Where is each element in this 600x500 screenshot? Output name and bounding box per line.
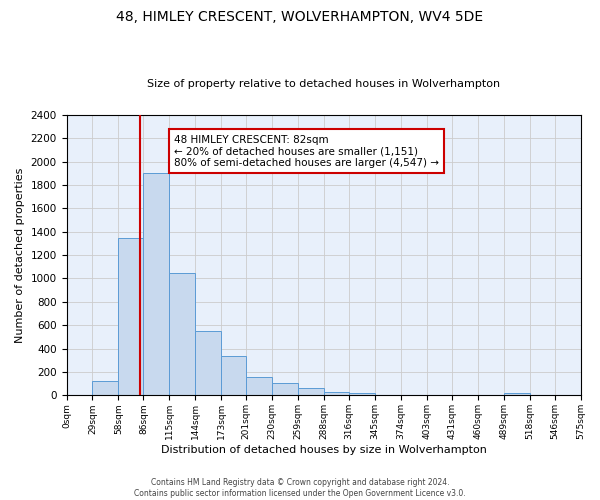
Bar (221, 356, 246, 396)
Bar (272, 382, 298, 396)
Text: 48, HIMLEY CRESCENT, WOLVERHAMPTON, WV4 5DE: 48, HIMLEY CRESCENT, WOLVERHAMPTON, WV4 … (116, 10, 484, 24)
Bar (298, 388, 324, 396)
Bar (349, 393, 375, 396)
Title: Size of property relative to detached houses in Wolverhampton: Size of property relative to detached ho… (147, 79, 500, 89)
Bar (118, 238, 143, 396)
Bar (503, 392, 530, 396)
Text: 48 HIMLEY CRESCENT: 82sqm
← 20% of detached houses are smaller (1,151)
80% of se: 48 HIMLEY CRESCENT: 82sqm ← 20% of detac… (174, 134, 439, 168)
Bar (195, 331, 221, 396)
Bar (246, 376, 272, 396)
Bar (92, 381, 118, 396)
X-axis label: Distribution of detached houses by size in Wolverhampton: Distribution of detached houses by size … (161, 445, 487, 455)
Bar (169, 272, 195, 396)
Y-axis label: Number of detached properties: Number of detached properties (15, 168, 25, 343)
Text: Contains HM Land Registry data © Crown copyright and database right 2024.
Contai: Contains HM Land Registry data © Crown c… (134, 478, 466, 498)
Bar (324, 392, 349, 396)
Bar (143, 173, 169, 396)
